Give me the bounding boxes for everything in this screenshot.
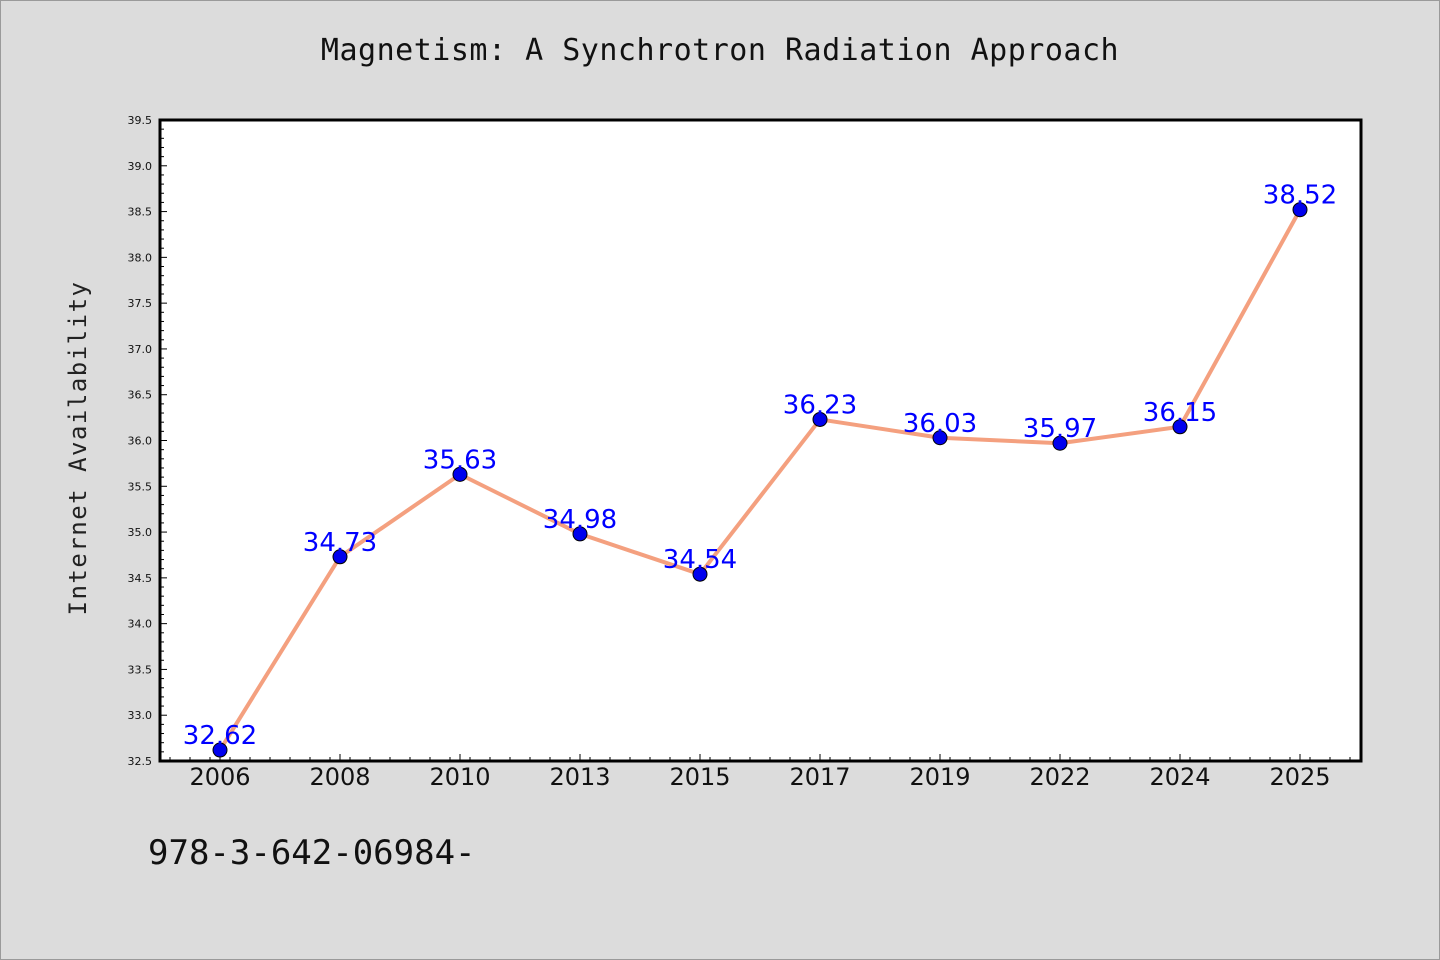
y-tick-label: 34.5 bbox=[128, 572, 153, 585]
x-tick-label: 2019 bbox=[909, 763, 970, 791]
data-point bbox=[212, 742, 228, 758]
data-label: 34.73 bbox=[303, 528, 377, 558]
data-point bbox=[812, 411, 828, 427]
x-tick-label: 2006 bbox=[189, 763, 250, 791]
data-point bbox=[932, 430, 948, 446]
chart-title: Magnetism: A Synchrotron Radiation Appro… bbox=[320, 33, 1120, 68]
x-axis-ticks: 2006 2008 2010 2013 2015 2017 2019 2022 2024 2025 bbox=[169, 754, 1351, 791]
y-tick-label: 34.0 bbox=[128, 618, 153, 631]
data-point-group bbox=[212, 202, 1308, 758]
y-tick-label: 36.0 bbox=[128, 435, 153, 448]
data-point bbox=[1292, 202, 1308, 218]
data-label: 35.97 bbox=[1023, 414, 1097, 444]
series-line bbox=[218, 208, 1302, 752]
data-point bbox=[1052, 435, 1068, 451]
data-label: 38.52 bbox=[1263, 181, 1337, 211]
plot-area bbox=[158, 118, 1363, 763]
series-line-group bbox=[218, 208, 1302, 752]
footer-note: 978-3-642-06984- bbox=[148, 833, 476, 873]
y-axis-ticks: 32.5 33.0 33.5 34.0 34.5 35.0 35.5 36.0 36.5 37.0… bbox=[128, 114, 167, 768]
data-point bbox=[1172, 419, 1188, 435]
x-tick-label: 2024 bbox=[1149, 763, 1210, 791]
data-label: 34.98 bbox=[543, 505, 617, 535]
data-label-group: 32.62 34.73 35.63 34.98 34.54 36.23 36.03 35.97… bbox=[183, 181, 1337, 751]
x-tick-label: 2015 bbox=[669, 763, 730, 791]
data-label: 32.62 bbox=[183, 721, 257, 751]
x-tick-label: 2010 bbox=[429, 763, 490, 791]
x-tick-label: 2025 bbox=[1269, 763, 1330, 791]
data-label: 36.15 bbox=[1143, 398, 1217, 428]
data-point bbox=[452, 466, 468, 482]
data-label: 36.03 bbox=[903, 409, 977, 439]
y-tick-label: 38.0 bbox=[128, 251, 153, 264]
data-point bbox=[692, 566, 708, 582]
y-tick-label: 32.5 bbox=[128, 755, 153, 768]
y-tick-label: 36.5 bbox=[128, 389, 153, 402]
y-tick-label: 39.5 bbox=[128, 114, 153, 127]
y-tick-label: 39.0 bbox=[128, 160, 153, 173]
data-label: 36.23 bbox=[783, 390, 857, 420]
data-point bbox=[332, 549, 348, 565]
data-label: 34.54 bbox=[663, 545, 737, 575]
data-label: 35.63 bbox=[423, 445, 497, 475]
x-tick-label: 2013 bbox=[549, 763, 610, 791]
y-tick-label: 35.5 bbox=[128, 480, 153, 493]
x-tick-label: 2017 bbox=[789, 763, 850, 791]
y-tick-label: 35.0 bbox=[128, 526, 153, 539]
x-tick-label: 2008 bbox=[309, 763, 370, 791]
y-tick-label: 37.5 bbox=[128, 297, 153, 310]
y-tick-label: 33.5 bbox=[128, 663, 153, 676]
data-point bbox=[572, 526, 588, 542]
y-tick-label: 33.0 bbox=[128, 709, 153, 722]
y-tick-label: 38.5 bbox=[128, 206, 153, 219]
x-tick-label: 2022 bbox=[1029, 763, 1090, 791]
y-tick-label: 37.0 bbox=[128, 343, 153, 356]
